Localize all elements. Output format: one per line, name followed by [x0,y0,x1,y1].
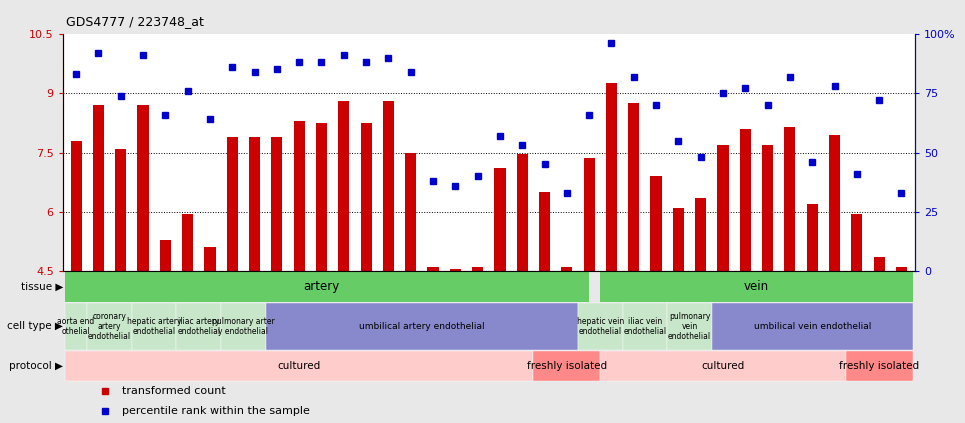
Bar [600,272,913,302]
Bar [712,303,913,349]
Bar [622,303,667,349]
Bar [896,267,907,271]
Bar [132,303,177,349]
Bar [65,303,87,349]
Text: pulmonary arter
y endothelial: pulmonary arter y endothelial [212,317,275,336]
Bar [265,303,578,349]
Bar [137,105,149,271]
Bar [383,101,394,271]
Text: vein: vein [744,280,769,293]
Bar [115,148,126,271]
Bar [271,137,283,271]
Text: umbilical vein endothelial: umbilical vein endothelial [754,322,870,331]
Bar [65,272,590,302]
Text: iliac artery
endothelial: iliac artery endothelial [178,317,220,336]
Bar [249,137,261,271]
Bar [427,267,438,271]
Bar [578,303,622,349]
Bar [205,247,215,271]
Bar [293,121,305,271]
Bar [93,105,104,271]
Bar [221,303,265,349]
Bar [227,137,237,271]
Bar [472,267,483,271]
Bar [851,214,863,271]
Text: freshly isolated: freshly isolated [840,361,920,371]
Bar [160,239,171,271]
Bar [673,208,684,271]
Bar [600,351,845,381]
Bar [182,214,193,271]
Bar [87,303,132,349]
Bar [494,168,506,271]
Text: GDS4777 / 223748_at: GDS4777 / 223748_at [66,15,204,28]
Bar [539,192,550,271]
Bar [762,145,773,271]
Bar [450,269,461,271]
Text: cell type ▶: cell type ▶ [8,321,63,332]
Text: iliac vein
endothelial: iliac vein endothelial [623,317,667,336]
Text: freshly isolated: freshly isolated [527,361,607,371]
Text: hepatic vein
endothelial: hepatic vein endothelial [577,317,624,336]
Text: percentile rank within the sample: percentile rank within the sample [123,407,310,416]
Text: aorta end
othelial: aorta end othelial [58,317,95,336]
Text: pulmonary
vein
endothelial: pulmonary vein endothelial [668,311,711,341]
Bar [70,140,82,271]
Bar [338,101,349,271]
Bar [650,176,662,271]
Bar [845,351,913,381]
Bar [316,123,327,271]
Bar [807,204,817,271]
Text: cultured: cultured [278,361,320,371]
Bar [785,127,795,271]
Bar [65,351,534,381]
Bar [606,83,617,271]
Bar [628,103,640,271]
Bar [516,154,528,271]
Text: hepatic artery
endothelial: hepatic artery endothelial [127,317,181,336]
Bar [405,153,416,271]
Text: tissue ▶: tissue ▶ [21,282,63,292]
Text: umbilical artery endothelial: umbilical artery endothelial [359,322,484,331]
Bar [667,303,712,349]
Text: transformed count: transformed count [123,386,226,396]
Bar [562,267,572,271]
Bar [361,123,372,271]
Text: coronary
artery
endothelial: coronary artery endothelial [88,311,131,341]
Bar [584,159,594,271]
Bar [829,135,841,271]
Bar [695,198,706,271]
Bar [534,351,600,381]
Text: protocol ▶: protocol ▶ [10,361,63,371]
Text: artery: artery [303,280,340,293]
Bar [177,303,221,349]
Bar [717,145,729,271]
Bar [740,129,751,271]
Text: cultured: cultured [702,361,745,371]
Bar [873,257,885,271]
